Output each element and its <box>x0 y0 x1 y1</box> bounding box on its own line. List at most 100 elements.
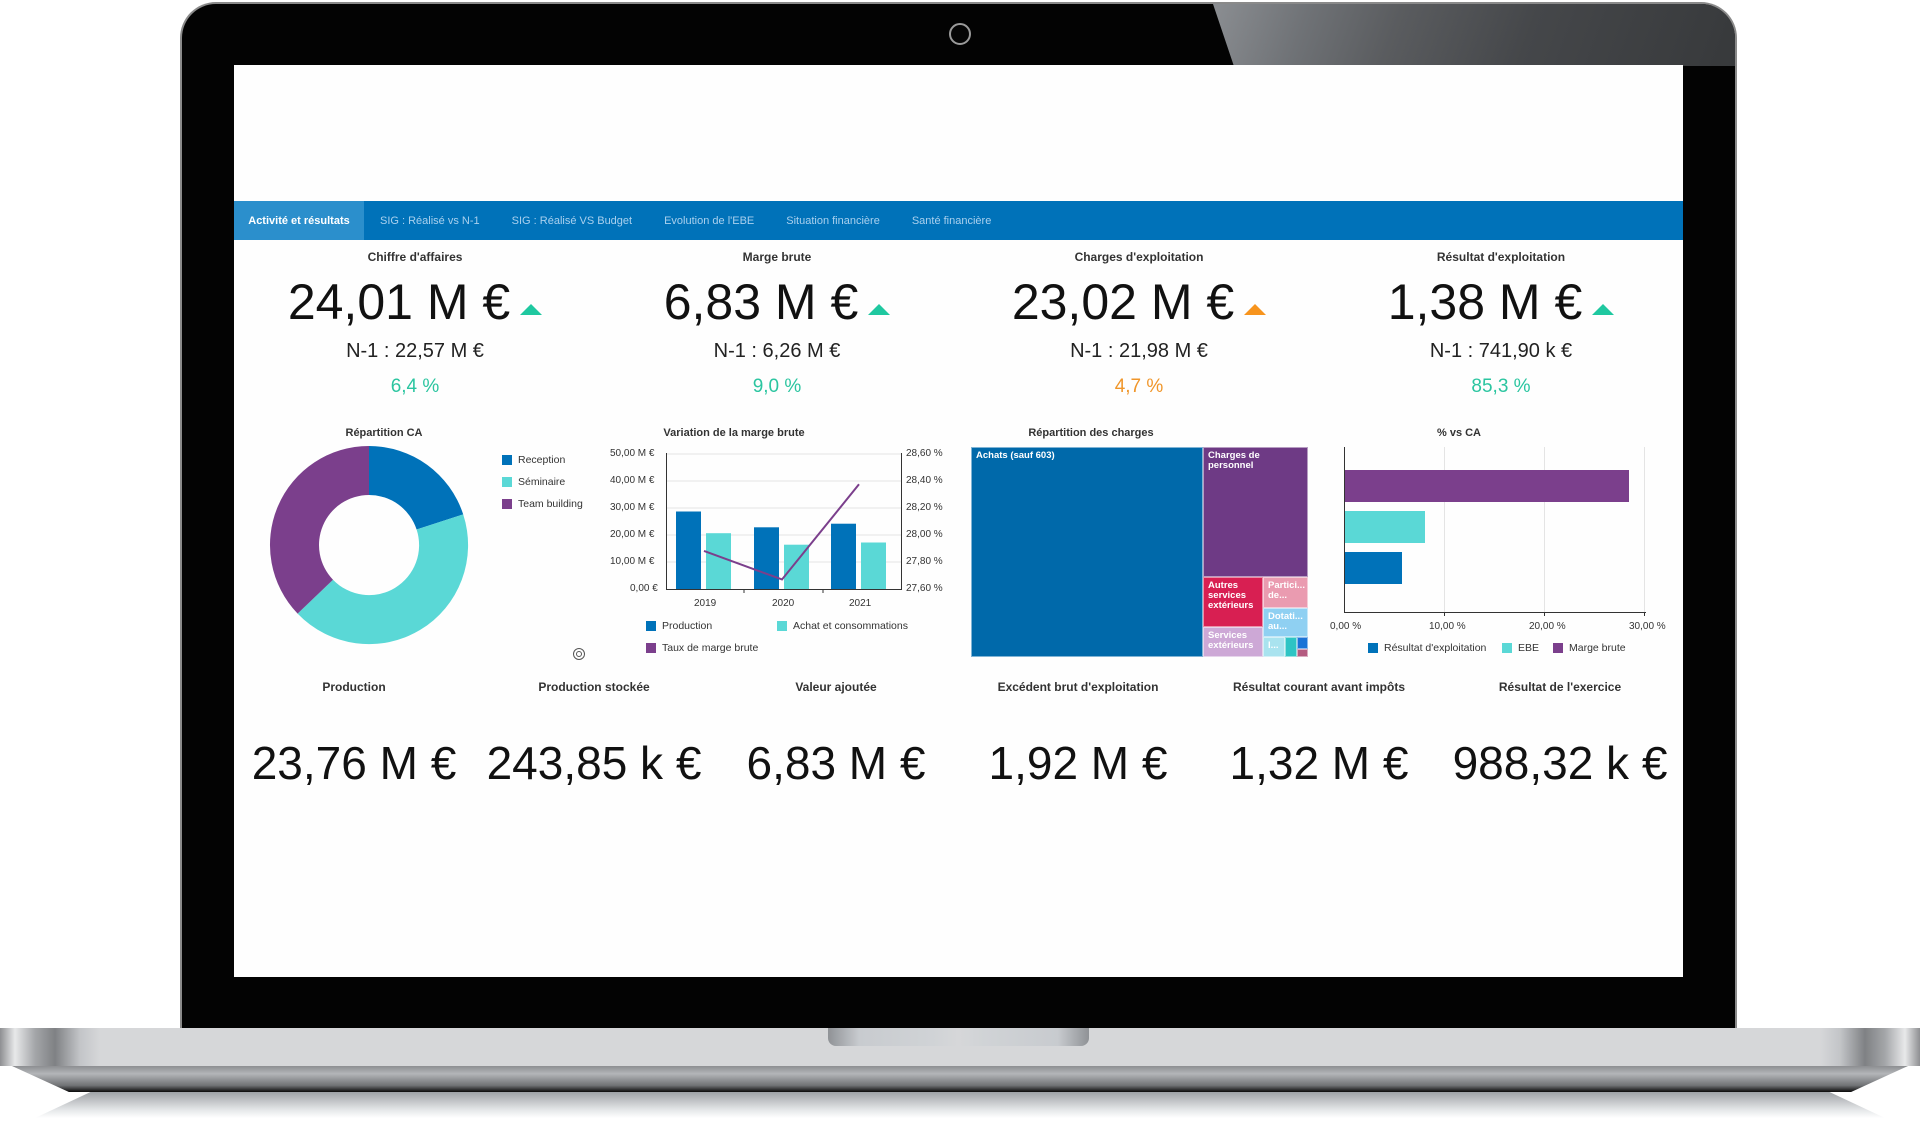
donut-slice-reception <box>369 446 464 530</box>
kpi-value: 23,02 M € <box>1011 274 1235 330</box>
legend-achat-consommations: Achat et consommations <box>777 620 908 632</box>
y2-tick: 27,60 % <box>906 583 943 594</box>
x-tick: 2019 <box>694 598 717 609</box>
chart-title-repartition-charges: Répartition des charges <box>1028 427 1154 439</box>
trend-up-icon <box>868 303 891 315</box>
donut-slice-seminaire <box>297 514 469 645</box>
kpi-title: Charges d'exploitation <box>1074 250 1204 264</box>
chart-title-repartition-ca: Répartition CA <box>345 427 423 439</box>
y2-tick: 28,40 % <box>906 475 943 486</box>
tab-activite-resultats[interactable]: Activité et résultats <box>234 201 364 240</box>
y2-tick: 28,60 % <box>906 448 943 459</box>
bottom-kpi-value: 243,85 k € <box>486 737 702 789</box>
donut-slice-team-building <box>269 446 369 614</box>
bottom-kpi-title: Résultat de l'exercice <box>1498 680 1622 694</box>
trend-up-icon <box>1592 303 1615 315</box>
kpi-title: Marge brute <box>742 250 812 264</box>
tab-evolution-ebe[interactable]: Evolution de l'EBE <box>664 214 755 227</box>
treemap-cell-impots[interactable]: I... <box>1263 637 1285 657</box>
laptop-reflection <box>35 1092 1885 1118</box>
laptop-hinge-notch <box>828 1028 1089 1046</box>
bottom-kpi-value: 1,32 M € <box>1229 737 1409 789</box>
kpi-value: 6,83 M € <box>663 274 859 330</box>
zoom-magnifier-icon[interactable] <box>573 648 585 660</box>
kpi-previous: N-1 : 21,98 M € <box>1070 340 1208 362</box>
chart-title-pct-vs-ca: % vs CA <box>1436 427 1482 439</box>
trend-up-icon <box>520 303 543 315</box>
treemap-cell-services-exterieurs[interactable]: Services extérieurs <box>1203 627 1263 657</box>
bottom-kpi-value: 988,32 k € <box>1452 737 1668 789</box>
x-tick: 20,00 % <box>1529 621 1566 632</box>
tab-situation-financiere[interactable]: Situation financière <box>786 214 880 227</box>
kpi-previous: N-1 : 6,26 M € <box>713 340 841 362</box>
x-tick: 2020 <box>772 598 795 609</box>
treemap-cell-dotations[interactable]: Dotati... au... <box>1263 608 1308 637</box>
y2-tick: 28,00 % <box>906 529 943 540</box>
donut-chart-repartition-ca[interactable] <box>269 445 469 645</box>
legend-taux-marge-brute: Taux de marge brute <box>646 642 758 654</box>
treemap-cell-achats[interactable]: Achats (sauf 603) <box>971 447 1203 657</box>
laptop-base-lip <box>12 1066 1908 1092</box>
treemap-cell-charges-personnel[interactable]: Charges de personnel <box>1203 447 1308 577</box>
x-tick: 0,00 % <box>1330 621 1362 632</box>
treemap-cell-autres-services[interactable]: Autres services extérieurs <box>1203 577 1263 627</box>
bottom-kpi-valeur-ajoutee: Valeur ajoutée 6,83 M € <box>716 680 956 790</box>
hbar-ebe <box>1345 511 1425 543</box>
bottom-kpi-resultat-courant: Résultat courant avant impôts 1,32 M € <box>1199 680 1439 790</box>
y-tick: 0,00 € <box>630 583 658 594</box>
legend-ebe: EBE <box>1502 642 1539 654</box>
legend-marge-brute: Marge brute <box>1553 642 1626 654</box>
bottom-kpi-resultat-exercice: Résultat de l'exercice 988,32 k € <box>1440 680 1680 790</box>
treemap-cell-small-1[interactable] <box>1285 637 1297 657</box>
bar-production-2020 <box>754 527 779 589</box>
treemap-cell-participation[interactable]: Partici... de... <box>1263 577 1308 608</box>
bottom-kpi-production: Production 23,76 M € <box>234 680 474 790</box>
treemap-cell-small-3[interactable] <box>1297 649 1308 657</box>
treemap-cell-small-2[interactable] <box>1297 637 1308 649</box>
tab-sante-financiere[interactable]: Santé financière <box>911 214 992 227</box>
kpi-title: Résultat d'exploitation <box>1436 250 1566 264</box>
y-tick: 30,00 M € <box>610 502 655 513</box>
bar-achat-2019 <box>706 533 731 589</box>
bottom-kpi-title: Production stockée <box>538 680 650 694</box>
camera-icon <box>949 23 971 45</box>
bottom-kpi-value: 23,76 M € <box>251 737 457 789</box>
kpi-value: 1,38 M € <box>1387 274 1583 330</box>
bottom-kpi-title: Production <box>322 680 386 694</box>
bottom-kpi-value: 1,92 M € <box>988 737 1168 789</box>
kpi-change: 9,0 % <box>752 376 802 397</box>
combo-chart-marge-brute[interactable] <box>666 453 902 593</box>
chart-title-variation-marge-brute: Variation de la marge brute <box>663 427 805 439</box>
kpi-marge-brute: Marge brute 6,83 M € N-1 : 6,26 M € 9,0 … <box>596 250 958 398</box>
bottom-kpi-title: Excédent brut d'exploitation <box>997 680 1159 694</box>
treemap-repartition-charges[interactable]: Achats (sauf 603) Charges de personnel A… <box>971 447 1308 657</box>
bottom-kpi-title: Résultat courant avant impôts <box>1232 680 1406 694</box>
kpi-previous: N-1 : 22,57 M € <box>346 340 484 362</box>
y-tick: 50,00 M € <box>610 448 655 459</box>
y-tick: 20,00 M € <box>610 529 655 540</box>
hbar-marge-brute <box>1345 470 1629 502</box>
kpi-value: 24,01 M € <box>287 274 511 330</box>
bottom-kpi-value: 6,83 M € <box>746 737 926 789</box>
bar-achat-2021 <box>861 542 886 589</box>
tab-sig-realise-vs-budget[interactable]: SIG : Réalisé VS Budget <box>511 214 633 227</box>
bottom-kpi-production-stockee: Production stockée 243,85 k € <box>474 680 714 790</box>
bottom-kpi-ebe: Excédent brut d'exploitation 1,92 M € <box>958 680 1198 790</box>
hbar-resultat-exploitation <box>1345 552 1402 584</box>
trend-up-warning-icon <box>1244 303 1267 315</box>
kpi-chiffre-affaires: Chiffre d'affaires 24,01 M € N-1 : 22,57… <box>234 250 596 398</box>
tab-sig-realise-vs-n1[interactable]: SIG : Réalisé vs N-1 <box>380 214 480 227</box>
bar-production-2019 <box>676 511 701 589</box>
legend-reception: Reception <box>502 454 565 466</box>
y-tick: 10,00 M € <box>610 556 655 567</box>
tab-bar: Activité et résultats SIG : Réalisé vs N… <box>234 201 1683 240</box>
legend-seminaire: Séminaire <box>502 476 565 488</box>
y2-tick: 27,80 % <box>906 556 943 567</box>
x-tick: 2021 <box>849 598 872 609</box>
x-tick: 10,00 % <box>1429 621 1466 632</box>
bezel-glare <box>1213 4 1735 66</box>
kpi-change: 4,7 % <box>1114 376 1164 397</box>
kpi-title: Chiffre d'affaires <box>367 250 463 264</box>
bottom-kpi-title: Valeur ajoutée <box>795 680 877 694</box>
hbar-chart-pct-vs-ca[interactable] <box>1344 447 1646 617</box>
